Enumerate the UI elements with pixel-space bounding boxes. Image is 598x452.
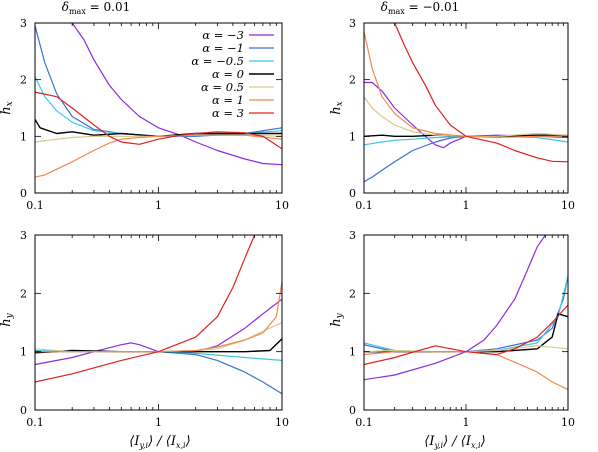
y-tick-label: 0 [349, 404, 356, 417]
y-tick-label: 2 [20, 287, 27, 300]
series-line-1-1 [71, 23, 282, 166]
legend-label: α = 0 [212, 67, 244, 81]
x-tick-label: 0.1 [355, 416, 373, 429]
y-tick-label: 2 [349, 287, 356, 300]
series-line-2-2 [364, 135, 568, 183]
panel-1: 0.1 1 10 0 1 2 3 [20, 17, 289, 212]
x-tick-label: 1 [155, 416, 162, 429]
axes-frame-4 [363, 234, 569, 411]
y-tick-label: 0 [349, 187, 356, 200]
panel-2: 0.1 1 10 0 1 2 3 [349, 17, 575, 212]
series-line-2-3 [364, 135, 568, 146]
series-line-1-7 [35, 91, 282, 150]
y-tick-label: 3 [349, 229, 356, 242]
x-tick-label: 10 [561, 199, 575, 212]
y-tick-label: 0 [20, 187, 27, 200]
series-line-2-5 [364, 96, 568, 137]
ylabel-hy-right: hy [329, 312, 345, 326]
panel-3: 0.1 1 10 0 1 2 3 [20, 229, 289, 429]
legend: α = −3α = −1α = −0.5α = 0α = 0.5α = 1α =… [191, 28, 274, 120]
series-line-2-6 [364, 31, 568, 139]
x-tick-label: 0.1 [26, 416, 44, 429]
panel-4: 0.1 1 10 0 1 2 3 [349, 229, 575, 429]
x-tick-label: 1 [463, 416, 470, 429]
series-line-3-4 [35, 338, 282, 354]
y-tick-label: 1 [20, 346, 27, 359]
x-tick-label: 0.1 [26, 199, 44, 212]
series-line-3-1 [35, 298, 282, 366]
x-tick-label: 0.1 [355, 199, 373, 212]
legend-label: α = −1 [202, 41, 244, 55]
ylabel-hx-right: hx [329, 101, 345, 114]
y-tick-label: 2 [349, 74, 356, 87]
xlabel-left: ⟨Iy,i⟩ / ⟨Ix,i⟩ [129, 434, 190, 450]
x-tick-label: 10 [275, 416, 289, 429]
legend-label: α = 3 [212, 106, 244, 120]
y-tick-label: 3 [20, 17, 27, 30]
series-line-1-3 [35, 76, 282, 137]
title-right: δmax = −0.01 [381, 0, 460, 16]
series-line-4-1 [364, 235, 546, 381]
x-tick-label: 1 [155, 199, 162, 212]
series-line-4-7 [364, 304, 568, 366]
series-line-3-7 [35, 235, 256, 383]
series-line-4-2 [364, 275, 568, 353]
legend-label: α = 1 [212, 93, 244, 107]
axes-frame-3 [34, 234, 283, 411]
xlabel-right: ⟨Iy,i⟩ / ⟨Ix,i⟩ [424, 434, 485, 450]
y-tick-label: 1 [349, 346, 356, 359]
series-line-1-6 [35, 134, 282, 178]
y-tick-label: 3 [20, 229, 27, 242]
legend-label: α = −3 [202, 28, 244, 42]
legend-label: α = −0.5 [191, 54, 244, 68]
ylabel-hx-left: hx [0, 101, 15, 114]
y-tick-label: 1 [20, 130, 27, 143]
x-tick-label: 10 [275, 199, 289, 212]
ylabel-hy-left: hy [0, 312, 15, 326]
y-tick-label: 2 [20, 74, 27, 87]
y-tick-label: 3 [349, 17, 356, 30]
title-left: δmax = 0.01 [62, 0, 131, 16]
series-line-3-6 [35, 281, 282, 353]
y-tick-label: 0 [20, 404, 27, 417]
series-line-1-2 [35, 25, 282, 137]
series-line-3-5 [35, 321, 282, 353]
series-line-2-1 [364, 81, 568, 149]
x-tick-label: 1 [463, 199, 470, 212]
legend-label: α = 0.5 [201, 80, 244, 94]
x-tick-label: 10 [561, 416, 575, 429]
y-tick-label: 1 [349, 130, 356, 143]
series-line-2-7 [394, 23, 568, 163]
